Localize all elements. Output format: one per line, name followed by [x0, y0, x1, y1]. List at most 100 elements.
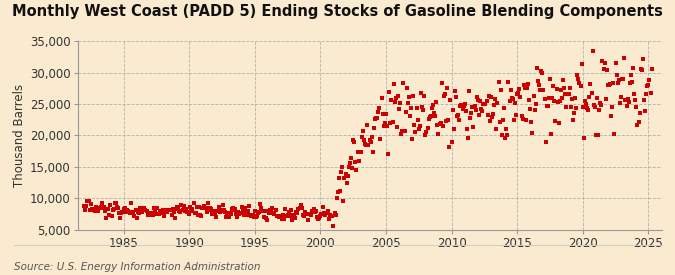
Point [587, 48, 598, 53]
Point [557, 95, 568, 100]
Point [175, 210, 186, 215]
Point [240, 212, 251, 217]
Point [138, 206, 148, 211]
Point [645, 91, 656, 95]
Point [473, 112, 484, 117]
Point [146, 211, 157, 215]
Point [466, 111, 477, 115]
Point [573, 77, 584, 81]
Point [136, 208, 146, 212]
Point [603, 83, 614, 87]
Point [471, 95, 482, 99]
Point [400, 110, 411, 114]
Point [290, 216, 300, 221]
Point [101, 216, 111, 220]
Point [341, 181, 352, 185]
Point [189, 211, 200, 215]
Point [489, 103, 500, 108]
Point [109, 201, 120, 205]
Point [215, 210, 225, 214]
Point [126, 201, 136, 205]
Point [550, 119, 561, 123]
Point [410, 130, 421, 134]
Point [358, 138, 369, 142]
Point [402, 86, 412, 90]
Point [358, 129, 369, 133]
Point [220, 210, 231, 214]
Point [503, 80, 514, 84]
Point [157, 207, 168, 212]
Point [296, 206, 307, 210]
Point [561, 105, 572, 109]
Point [505, 87, 516, 92]
Point [270, 207, 281, 212]
Point [510, 100, 520, 105]
Point [618, 77, 628, 81]
Point [517, 117, 528, 122]
Point [388, 81, 399, 86]
Point [79, 204, 90, 208]
Point [635, 67, 646, 71]
Point [279, 217, 290, 221]
Point [160, 208, 171, 212]
Point [188, 201, 199, 206]
Point [205, 206, 215, 210]
Point [180, 207, 191, 212]
Point [105, 203, 116, 207]
Point [538, 87, 549, 92]
Point [469, 104, 480, 109]
Point [91, 205, 102, 210]
Point [128, 211, 139, 215]
Point [194, 205, 205, 209]
Point [624, 81, 635, 86]
Point [441, 119, 452, 123]
Point [617, 76, 628, 81]
Point [614, 101, 625, 105]
Point [541, 103, 552, 108]
Point [431, 100, 441, 104]
Point [539, 96, 550, 101]
Point [183, 209, 194, 214]
Point [412, 118, 423, 123]
Point [208, 210, 219, 214]
Point [568, 111, 579, 116]
Point [589, 102, 599, 107]
Point [123, 209, 134, 214]
Point [502, 133, 513, 137]
Point [254, 210, 265, 214]
Point [84, 208, 95, 212]
Point [314, 215, 325, 220]
Point [281, 214, 292, 218]
Point [381, 124, 392, 129]
Point [171, 204, 182, 209]
Point [630, 98, 641, 102]
Point [529, 108, 540, 112]
Point [480, 102, 491, 106]
Point [531, 66, 542, 71]
Point [356, 134, 367, 139]
Point [456, 103, 467, 107]
Point [547, 96, 558, 100]
Point [333, 189, 344, 194]
Point [163, 208, 173, 213]
Point [472, 98, 483, 103]
Point [125, 211, 136, 216]
Point [516, 114, 527, 118]
Point [238, 209, 248, 213]
Point [490, 97, 501, 102]
Point [185, 205, 196, 209]
Point [504, 98, 515, 103]
Point [477, 109, 487, 113]
Point [83, 199, 94, 204]
Point [301, 212, 312, 216]
Point [300, 210, 310, 214]
Point [467, 105, 478, 109]
Point [169, 216, 180, 221]
Point [436, 81, 447, 86]
Point [396, 132, 406, 136]
Point [450, 95, 461, 99]
Point [483, 94, 494, 99]
Point [335, 170, 346, 175]
Point [458, 104, 469, 108]
Point [85, 202, 96, 207]
